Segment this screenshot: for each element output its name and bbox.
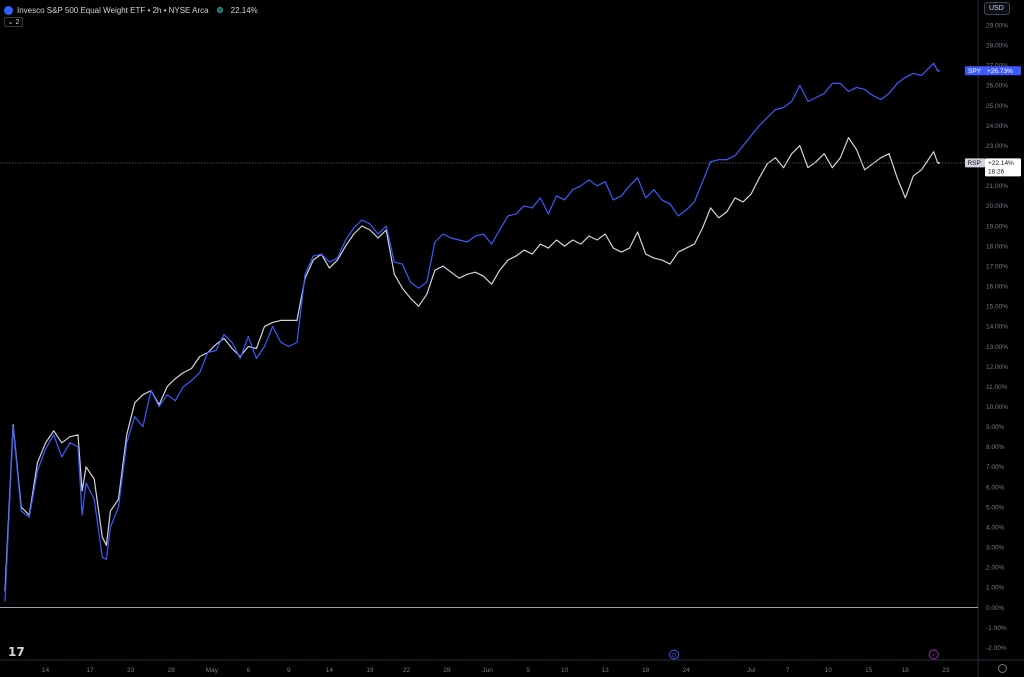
y-tick-label: 4.00% [986, 524, 1005, 531]
y-tick-label: 14.00% [986, 324, 1008, 331]
x-tick-label: 18 [642, 667, 650, 674]
series-line-spy [4, 62, 939, 602]
rsp-countdown-label: 18:26 [988, 168, 1005, 175]
y-tick-label: 11.00% [986, 384, 1008, 391]
indicator-count: 2 [15, 18, 20, 26]
y-tick-label: 27.00% [986, 63, 1008, 70]
symbol-title[interactable]: Invesco S&P 500 Equal Weight ETF • 2h • … [17, 5, 209, 15]
y-tick-label: 3.00% [986, 545, 1005, 552]
tradingview-logo[interactable]: 17 [8, 645, 25, 659]
x-tick-label: 19 [366, 667, 374, 674]
y-tick-label: 0.00% [986, 605, 1005, 612]
x-tick-label: 18 [902, 667, 910, 674]
y-tick-label: 21.00% [986, 183, 1008, 190]
change-value: 22.14% [230, 5, 258, 15]
y-tick-label: 29.00% [986, 22, 1008, 29]
y-tick-label: 19.00% [986, 223, 1008, 230]
x-tick-label: 13 [602, 667, 610, 674]
y-tick-label: 18.00% [986, 243, 1008, 250]
x-tick-label: 28 [168, 667, 176, 674]
x-tick-label: Jul [747, 667, 756, 674]
x-tick-label: 23 [942, 667, 950, 674]
event-marker-label: ⚡ [932, 652, 936, 659]
spy-price-label-bg [965, 66, 1021, 76]
symbol-logo-icon [4, 5, 13, 15]
x-tick-label: 9 [287, 667, 291, 674]
y-tick-label: -1.00% [986, 625, 1007, 632]
spy-value-label: +26.73% [987, 68, 1013, 75]
y-tick-label: 26.00% [986, 83, 1008, 90]
series-end-marker [937, 161, 940, 165]
y-tick-label: 10.00% [986, 404, 1008, 411]
x-tick-label: 10 [825, 667, 833, 674]
y-tick-label: 23.00% [986, 143, 1008, 150]
y-tick-label: 20.00% [986, 203, 1008, 210]
y-tick-label: 1.00% [986, 585, 1005, 592]
y-tick-label: 16.00% [986, 284, 1008, 291]
rsp-value-label: +22.14% [988, 160, 1014, 167]
x-tick-label: 7 [786, 667, 790, 674]
event-marker-label: D [672, 653, 676, 659]
currency-label: USD [989, 5, 1004, 12]
y-tick-label: 15.00% [986, 304, 1008, 311]
x-tick-label: May [206, 667, 219, 674]
rsp-symbol-label: RSP [968, 160, 981, 167]
market-status-icon [216, 7, 223, 13]
series-end-marker [937, 69, 940, 72]
rsp-value-label-bg [985, 158, 1021, 177]
x-tick-label: 5 [526, 667, 530, 674]
x-tick-label: 14 [42, 667, 50, 674]
x-tick-label: 17 [87, 667, 95, 674]
collapse-indicators-button[interactable]: ⌄ 2 [4, 17, 23, 27]
x-tick-label: 28 [443, 667, 451, 674]
y-tick-label: 13.00% [986, 344, 1008, 351]
currency-selector[interactable]: USD [984, 2, 1010, 15]
event-marker-icon[interactable] [928, 649, 939, 660]
x-tick-label: 15 [865, 667, 873, 674]
y-tick-label: 9.00% [986, 424, 1005, 431]
tradingview-logo-text: 17 [8, 645, 25, 659]
x-tick-label: 14 [326, 667, 334, 674]
y-tick-label: 24.00% [986, 123, 1008, 130]
rsp-symbol-label-bg [965, 158, 985, 168]
y-tick-label: 12.00% [986, 364, 1008, 371]
x-tick-label: 6 [247, 667, 251, 674]
y-tick-label: 17.00% [986, 263, 1008, 270]
y-tick-label: 5.00% [986, 504, 1005, 511]
chevron-down-icon: ⌄ [7, 19, 14, 26]
spy-symbol-label: SPY [968, 68, 982, 75]
x-tick-label: 10 [561, 667, 569, 674]
y-tick-label: -2.00% [986, 645, 1007, 652]
y-tick-label: 25.00% [986, 103, 1008, 110]
x-tick-label: 24 [683, 667, 691, 674]
x-tick-label: Jun [482, 667, 493, 674]
y-tick-label: 2.00% [986, 565, 1005, 572]
series-line-rsp [4, 137, 939, 592]
y-tick-label: 28.00% [986, 43, 1008, 50]
y-tick-label: 6.00% [986, 484, 1005, 491]
x-tick-label: 23 [127, 667, 135, 674]
x-tick-label: 22 [403, 667, 411, 674]
settings-icon[interactable] [998, 664, 1007, 673]
y-tick-label: 8.00% [986, 444, 1005, 451]
y-tick-label: 7.00% [986, 464, 1005, 471]
event-marker-icon[interactable] [669, 649, 680, 660]
chart-legend: Invesco S&P 500 Equal Weight ETF • 2h • … [4, 3, 258, 17]
